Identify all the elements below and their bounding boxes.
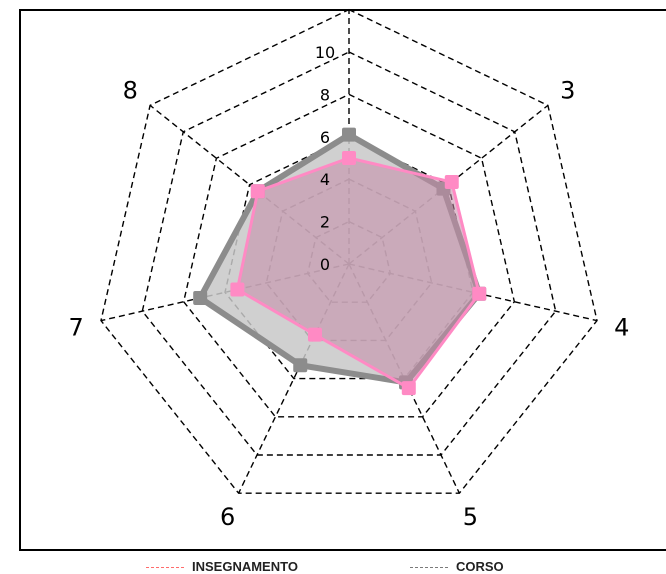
grid-ring (141, 51, 557, 456)
point-insegnamento (230, 282, 245, 297)
legend-swatch-corso (410, 567, 448, 569)
r-tick-label: 0 (320, 255, 330, 274)
point-insegnamento (472, 286, 487, 301)
category-label: 4 (614, 313, 629, 341)
category-label: 6 (220, 503, 235, 531)
point-insegnamento (307, 327, 322, 342)
point-insegnamento (342, 151, 356, 165)
point-corso (193, 290, 208, 305)
point-insegnamento (444, 175, 459, 190)
legend-label-corso: CORSO (456, 559, 504, 574)
point-corso (293, 358, 308, 373)
r-tick-label: 6 (320, 128, 330, 147)
labels: 02468102345678 (69, 43, 630, 531)
legend-item-insegnamento: INSEGNAMENTO (146, 559, 298, 574)
grid-ring (100, 8, 598, 494)
point-insegnamento (401, 381, 416, 396)
series-insegnamento (235, 156, 481, 390)
legend-item-corso: CORSO (410, 559, 504, 574)
series (193, 127, 487, 396)
category-label: 8 (123, 77, 138, 105)
grid-ring (182, 93, 516, 418)
point-corso (342, 127, 356, 142)
r-tick-label: 10 (315, 43, 335, 62)
category-label: 5 (463, 503, 478, 531)
grid-ring (224, 136, 474, 380)
legend-label-insegnamento: INSEGNAMENTO (192, 559, 298, 574)
legend-swatch-insegnamento (146, 567, 184, 569)
r-tick-label: 8 (320, 85, 330, 104)
r-tick-label: 2 (320, 213, 330, 232)
r-tick-label: 4 (320, 170, 330, 189)
point-insegnamento (250, 184, 265, 199)
category-label: 7 (69, 313, 84, 341)
legend: INSEGNAMENTO CORSO (0, 559, 666, 574)
category-label: 3 (560, 77, 575, 105)
